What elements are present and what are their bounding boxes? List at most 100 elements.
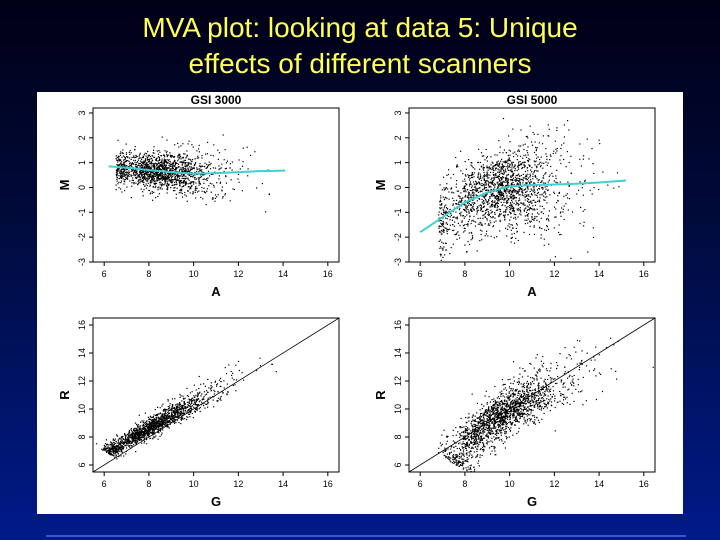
data-point xyxy=(141,166,143,169)
data-point xyxy=(212,399,214,401)
data-point xyxy=(184,184,187,186)
data-point xyxy=(500,191,502,193)
data-point xyxy=(523,164,525,166)
data-point xyxy=(513,189,515,191)
data-point xyxy=(488,214,490,216)
data-point xyxy=(119,160,122,162)
data-point xyxy=(494,186,496,188)
data-point xyxy=(142,430,144,433)
data-point xyxy=(539,197,541,199)
data-point xyxy=(174,190,176,192)
data-point xyxy=(113,455,115,457)
data-point xyxy=(464,228,466,230)
data-point xyxy=(167,405,169,408)
data-point xyxy=(214,200,216,202)
data-point xyxy=(488,214,490,217)
data-point xyxy=(168,407,170,410)
data-point xyxy=(208,164,210,166)
data-point xyxy=(144,178,146,180)
data-point xyxy=(174,176,176,178)
data-point xyxy=(159,407,161,409)
data-point xyxy=(175,408,177,410)
data-point xyxy=(156,177,158,179)
data-point xyxy=(153,156,155,158)
data-point xyxy=(147,179,149,181)
data-point xyxy=(490,186,492,188)
data-point xyxy=(531,189,533,191)
data-point xyxy=(142,435,144,437)
data-point xyxy=(174,163,176,165)
data-point xyxy=(193,181,195,183)
data-point xyxy=(174,411,176,413)
data-point xyxy=(468,159,470,161)
data-point xyxy=(117,156,119,159)
data-point xyxy=(164,414,166,416)
data-point xyxy=(172,420,174,422)
data-point xyxy=(483,195,485,197)
data-point xyxy=(440,254,442,256)
data-point xyxy=(189,171,191,173)
data-point xyxy=(453,216,455,218)
data-point xyxy=(204,191,206,193)
data-point xyxy=(479,187,481,189)
data-point xyxy=(150,176,152,178)
data-point xyxy=(186,171,188,173)
data-point xyxy=(170,175,172,177)
data-point xyxy=(178,181,180,183)
data-point xyxy=(505,179,507,181)
data-point xyxy=(112,452,114,454)
data-point xyxy=(489,185,491,187)
data-point xyxy=(523,209,525,211)
data-point xyxy=(176,415,178,417)
data-point xyxy=(118,170,120,172)
data-point xyxy=(125,160,127,162)
data-point xyxy=(525,178,527,180)
data-point xyxy=(490,171,492,174)
data-point xyxy=(173,165,175,167)
data-point xyxy=(533,233,535,235)
data-point xyxy=(563,218,565,221)
data-point xyxy=(168,412,170,415)
data-point xyxy=(489,186,491,188)
data-point xyxy=(467,191,469,193)
data-point xyxy=(469,215,471,217)
data-point xyxy=(129,446,131,448)
data-point xyxy=(168,421,170,423)
data-point xyxy=(143,434,145,436)
data-point xyxy=(138,432,140,434)
data-point xyxy=(152,186,154,188)
data-point xyxy=(530,207,532,209)
data-point xyxy=(472,205,474,207)
data-point xyxy=(469,185,471,187)
data-point xyxy=(459,196,461,198)
data-point xyxy=(456,190,458,192)
data-point xyxy=(160,173,162,175)
data-point xyxy=(178,158,180,160)
data-point xyxy=(471,185,473,187)
data-point xyxy=(137,183,139,185)
data-point xyxy=(487,200,489,203)
data-point xyxy=(494,178,496,180)
data-point xyxy=(201,169,203,171)
data-point xyxy=(570,155,572,157)
data-point xyxy=(490,179,492,181)
data-point xyxy=(155,424,157,426)
data-point xyxy=(110,443,112,445)
data-point xyxy=(250,154,252,156)
data-point xyxy=(483,196,485,198)
data-point xyxy=(120,188,122,190)
data-point xyxy=(479,191,481,193)
data-point xyxy=(145,168,147,170)
data-point xyxy=(521,194,523,196)
data-point xyxy=(499,185,501,187)
data-point xyxy=(124,161,126,163)
data-point xyxy=(219,398,221,400)
data-point xyxy=(439,201,441,203)
data-point xyxy=(176,162,178,165)
data-point xyxy=(226,393,228,395)
data-point xyxy=(486,201,488,203)
data-point xyxy=(120,176,122,178)
data-point xyxy=(455,234,457,236)
data-point xyxy=(195,185,197,188)
data-point xyxy=(150,182,152,184)
